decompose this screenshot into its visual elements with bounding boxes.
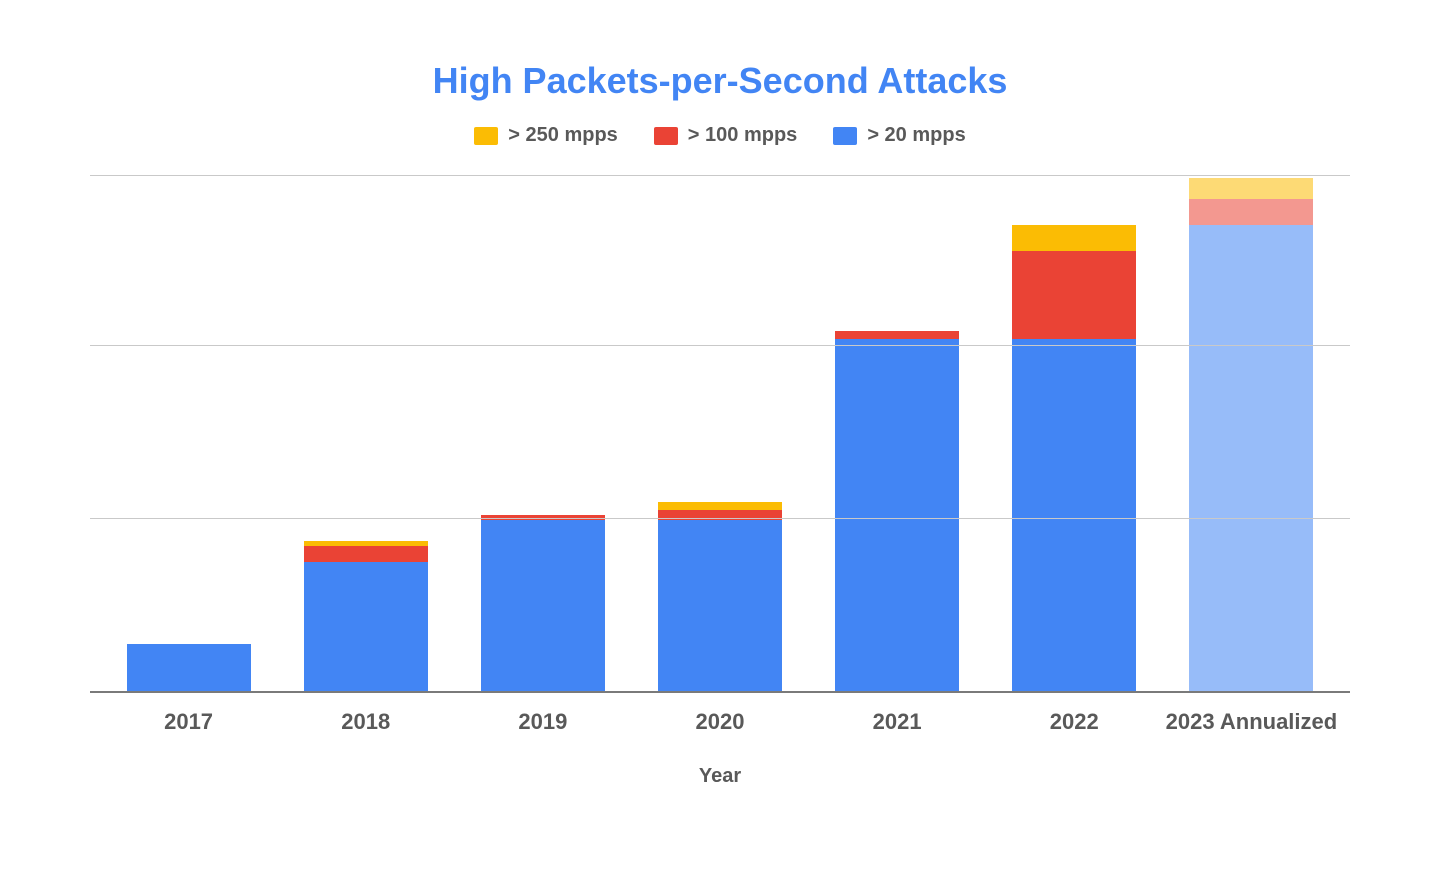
bar bbox=[481, 515, 605, 691]
bar-segment-gt100 bbox=[1012, 251, 1136, 339]
legend-label-gt20: > 20 mpps bbox=[867, 124, 965, 147]
bar-segment-gt100 bbox=[1189, 199, 1313, 225]
bar-slot bbox=[631, 173, 808, 691]
legend-label-gt100: > 100 mpps bbox=[688, 124, 798, 147]
bar-segment-gt20 bbox=[1189, 225, 1313, 691]
legend-item-gt20: > 20 mpps bbox=[833, 124, 965, 147]
bars-group bbox=[100, 173, 1340, 691]
x-axis-label: 2017 bbox=[100, 709, 277, 735]
bar-slot bbox=[986, 173, 1163, 691]
x-axis-label: 2020 bbox=[631, 709, 808, 735]
bar-slot bbox=[100, 173, 277, 691]
x-axis-label: 2018 bbox=[277, 709, 454, 735]
bar-segment-gt20 bbox=[127, 644, 251, 691]
plot-area bbox=[90, 173, 1350, 693]
bar bbox=[1189, 178, 1313, 691]
bar-segment-gt250 bbox=[1012, 225, 1136, 251]
bar-segment-gt20 bbox=[481, 520, 605, 691]
legend-swatch-gt20 bbox=[833, 127, 857, 145]
x-axis-label: 2022 bbox=[986, 709, 1163, 735]
bar-segment-gt250 bbox=[658, 502, 782, 510]
bar-segment-gt100 bbox=[658, 510, 782, 520]
x-axis-title: Year bbox=[90, 765, 1350, 788]
bar-slot bbox=[277, 173, 454, 691]
chart-title: High Packets-per-Second Attacks bbox=[90, 60, 1350, 102]
x-axis-label: 2019 bbox=[454, 709, 631, 735]
bar-segment-gt20 bbox=[1012, 339, 1136, 691]
legend-item-gt250: > 250 mpps bbox=[474, 124, 618, 147]
x-axis: 2017201820192020202120222023 Annualized bbox=[90, 693, 1350, 735]
legend-item-gt100: > 100 mpps bbox=[654, 124, 798, 147]
bar-segment-gt20 bbox=[658, 520, 782, 691]
bar-segment-gt100 bbox=[835, 331, 959, 339]
bar bbox=[658, 502, 782, 691]
legend-swatch-gt100 bbox=[654, 127, 678, 145]
bar bbox=[304, 541, 428, 691]
bar-slot bbox=[809, 173, 986, 691]
bar-slot bbox=[454, 173, 631, 691]
bar bbox=[127, 644, 251, 691]
bar-segment-gt250 bbox=[1189, 178, 1313, 199]
legend-swatch-gt250 bbox=[474, 127, 498, 145]
bar-segment-gt20 bbox=[304, 562, 428, 691]
chart-legend: > 250 mpps > 100 mpps > 20 mpps bbox=[90, 124, 1350, 147]
legend-label-gt250: > 250 mpps bbox=[508, 124, 618, 147]
x-axis-label: 2023 Annualized bbox=[1163, 709, 1340, 735]
bar bbox=[1012, 225, 1136, 691]
x-axis-label: 2021 bbox=[809, 709, 986, 735]
bar-slot bbox=[1163, 173, 1340, 691]
chart-container: High Packets-per-Second Attacks > 250 mp… bbox=[0, 0, 1440, 869]
bar-segment-gt20 bbox=[835, 339, 959, 691]
bar bbox=[835, 331, 959, 691]
bar-segment-gt100 bbox=[304, 546, 428, 562]
